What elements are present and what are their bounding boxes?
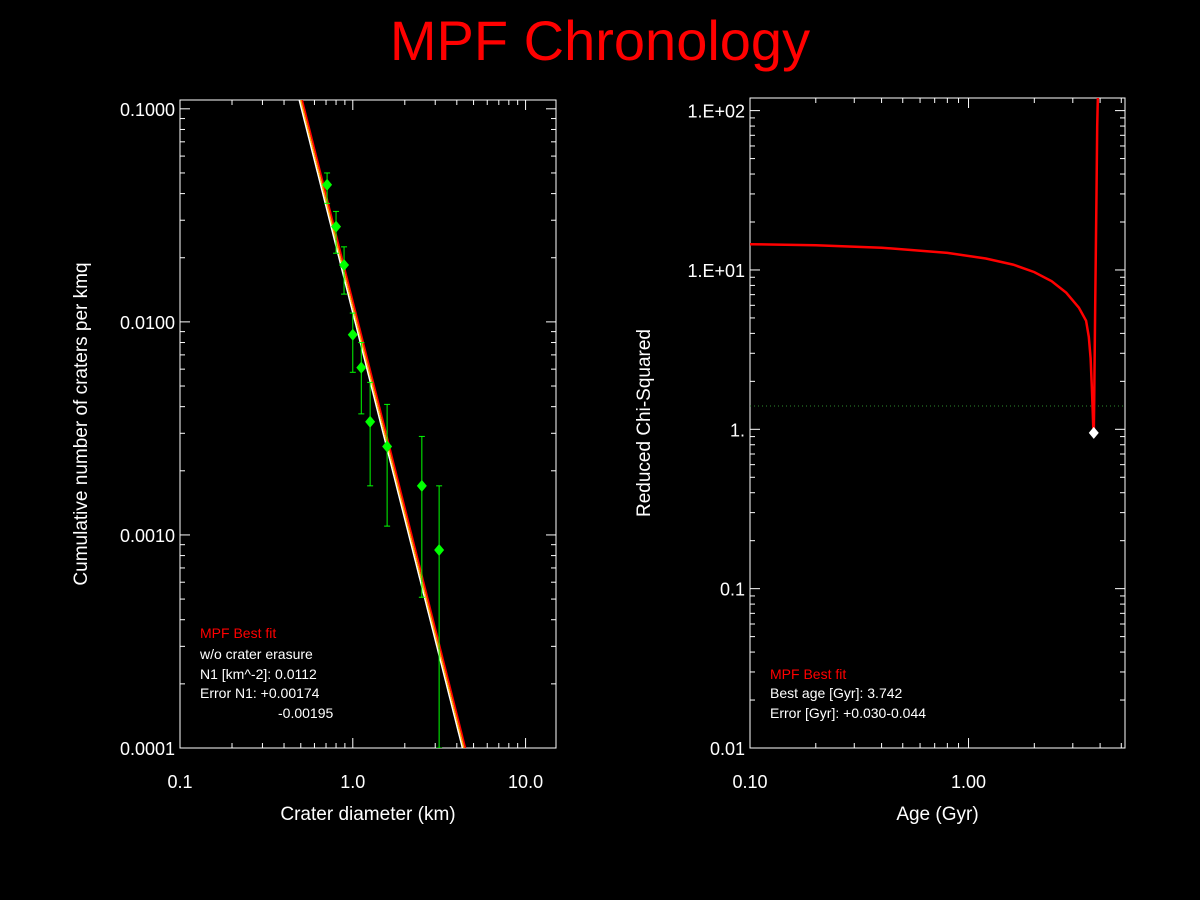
chart-title: MPF Chronology <box>389 9 811 72</box>
y-tick-label: 1.E+02 <box>687 102 745 122</box>
annotation-text: N1 [km^-2]: 0.0112 <box>200 666 317 682</box>
y-tick-label: 0.0100 <box>120 313 175 333</box>
annotation-text: -0.00195 <box>278 705 333 721</box>
annotation-text: Error [Gyr]: +0.030-0.044 <box>770 705 926 721</box>
x-axis-label: Age (Gyr) <box>896 804 978 825</box>
annotation-text: w/o crater erasure <box>199 646 313 662</box>
plot-area <box>750 98 1125 434</box>
data-point <box>331 220 342 233</box>
data-point <box>416 479 427 492</box>
annotation-text: Error N1: +0.00174 <box>200 685 320 701</box>
fit-orange-line <box>299 100 465 748</box>
panel-2: 0.10 1.00 0.01 0.1 1. 1.E+01 1.E+02 Age (Gyr) Re… <box>634 97 1126 825</box>
x-tick-label: 10.0 <box>508 772 543 792</box>
panel-1: 0.1 1.0 10.0 0.0001 0.0010 0.0100 0.1000 Crater… <box>71 99 557 825</box>
x-tick-label: 1.00 <box>951 772 986 792</box>
x-tick-label: 0.1 <box>167 772 192 792</box>
x-axis-label: Crater diameter (km) <box>280 804 455 825</box>
data-point <box>382 440 393 453</box>
y-tick-label: 0.01 <box>710 739 745 759</box>
x-tick-label: 0.10 <box>732 772 767 792</box>
y-axis-label: Reduced Chi-Squared <box>634 329 655 517</box>
chi-squared-line <box>750 98 1100 434</box>
data-point <box>339 258 350 271</box>
annotation-text: MPF Best fit <box>770 666 846 682</box>
annotation-text: MPF Best fit <box>200 625 276 641</box>
plot-area <box>298 100 467 748</box>
y-tick-label: 0.0010 <box>120 526 175 546</box>
plot-frame <box>179 99 557 749</box>
fit-red-line <box>301 100 467 748</box>
x-tick-label: 1.0 <box>340 772 365 792</box>
y-tick-label: 1.E+01 <box>687 261 745 281</box>
fit-white-line <box>298 100 464 748</box>
data-point <box>322 178 333 191</box>
y-tick-label: 0.0001 <box>120 739 175 759</box>
y-tick-label: 0.1 <box>720 580 745 600</box>
y-tick-label: 1. <box>730 420 745 440</box>
data-point <box>347 328 358 341</box>
y-tick-label: 0.1000 <box>120 100 175 120</box>
data-point <box>365 415 376 428</box>
annotation-text: Best age [Gyr]: 3.742 <box>770 685 903 701</box>
y-axis-label: Cumulative number of craters per kmq <box>71 262 92 585</box>
best-fit-point <box>1088 426 1099 439</box>
data-point <box>356 361 367 374</box>
plot-frame <box>749 97 1126 749</box>
data-point <box>434 543 445 556</box>
